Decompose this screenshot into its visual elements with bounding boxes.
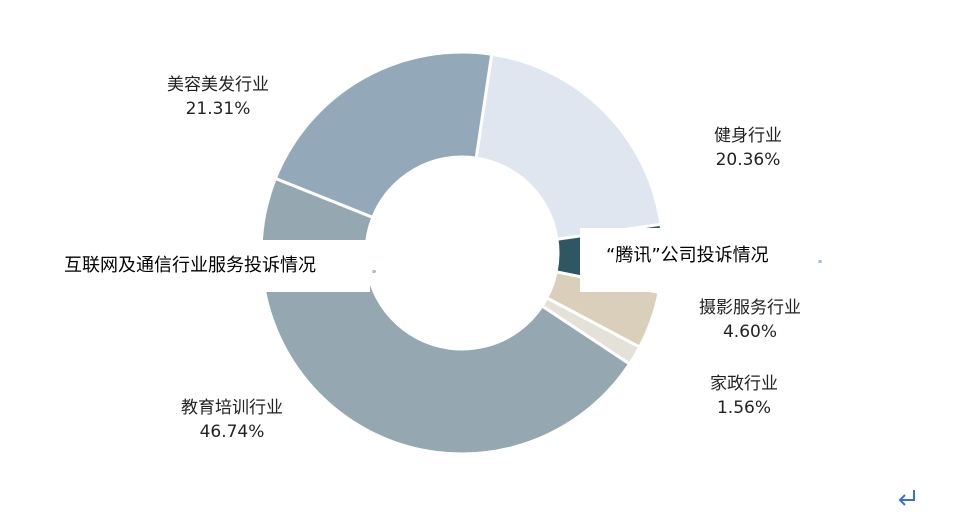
slice-label: 健身行业	[714, 126, 782, 146]
caption-box	[580, 228, 832, 292]
slice-label: 美容美发行业	[167, 75, 269, 95]
slice-value-label: 46.74%	[200, 422, 265, 442]
slice-value-label: 1.56%	[717, 398, 771, 418]
slice-value-label: 21.31%	[186, 99, 251, 119]
slice-label: 家政行业	[710, 374, 778, 394]
anchor-mark: ₔ	[372, 265, 376, 276]
slice-value-label: 20.36%	[716, 150, 781, 170]
caption-box	[58, 240, 370, 292]
return-mark	[898, 490, 915, 506]
slice-label: 教育培训行业	[181, 398, 283, 418]
caption: “腾讯”公司投诉情况	[606, 245, 769, 266]
slice-value-label: 4.60%	[723, 322, 777, 342]
donut-slice	[474, 52, 663, 241]
donut-slice	[273, 50, 494, 220]
anchor-mark: ₔ	[818, 255, 822, 266]
caption: 互联网及通信行业服务投诉情况	[64, 255, 316, 276]
slice-label: 摄影服务行业	[699, 298, 801, 318]
